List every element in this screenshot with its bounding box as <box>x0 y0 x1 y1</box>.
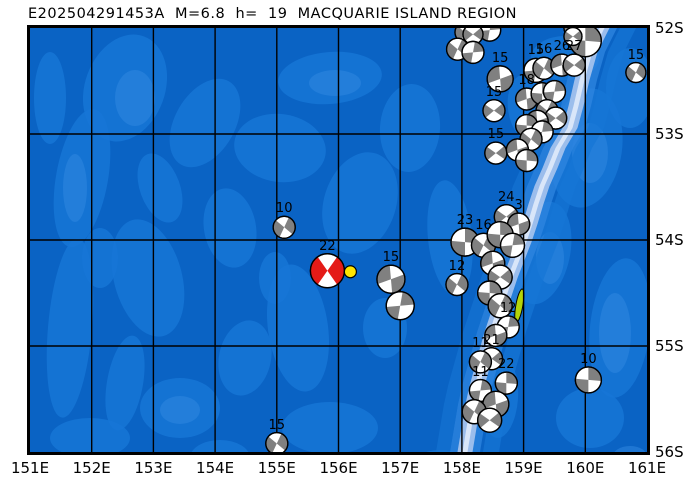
beachball-depth-label: 15 <box>627 47 645 63</box>
y-axis-tick-label: 54S <box>655 231 684 249</box>
focal-mechanism-beachball <box>625 61 647 84</box>
beachball-depth-label: 15 <box>491 50 509 66</box>
beachball-depth-label: 18 <box>518 73 535 89</box>
focal-mechanism-beachball <box>482 98 506 123</box>
epicenter-marker <box>343 265 357 279</box>
beachball-depth-label: 16 <box>535 42 553 58</box>
y-axis-tick-label: 56S <box>655 443 684 461</box>
x-axis-tick-label: 159E <box>504 459 543 477</box>
beachball-depth-label: 23 <box>456 213 474 229</box>
focal-mechanism-beachball <box>486 65 514 93</box>
beachball-depth-label: 15 <box>527 43 545 59</box>
x-axis-tick-label: 158E <box>442 459 481 477</box>
focal-mechanism-beachball <box>461 40 485 65</box>
focal-mechanism-beachball <box>462 28 484 46</box>
x-axis-tick-label: 161E <box>627 459 667 477</box>
focal-mechanism-beachball <box>487 293 513 319</box>
beachball-depth-label: 15 <box>382 250 400 266</box>
depth-label-layer: 1215351515151515162627151518151022152316… <box>30 28 647 452</box>
focal-mechanism-beachball <box>563 28 583 47</box>
beachball-depth-label: 15 <box>485 84 503 100</box>
focal-mechanism-beachball <box>506 212 531 236</box>
y-axis-tick-label: 53S <box>655 125 684 143</box>
beachball-depth-label: 16 <box>475 218 492 234</box>
focal-mechanism-beachball <box>499 232 526 259</box>
beachball-depth-label: 26 <box>553 39 571 55</box>
beachball-depth-label: 21 <box>483 332 500 348</box>
beachball-depth-label: 10 <box>275 201 293 217</box>
beachball-depth-label: 15 <box>487 127 505 143</box>
focal-mechanism-beachball <box>482 390 510 418</box>
focal-mechanism-beachball <box>468 350 493 374</box>
focal-mechanism-beachball <box>514 148 539 173</box>
page-title: E202504291453A M=6.8 h= 19 MACQUARIE ISL… <box>28 6 517 22</box>
beachball-depth-label: 22 <box>319 238 336 254</box>
x-axis-tick-label: 153E <box>134 459 173 477</box>
focal-mechanism-beachball <box>385 291 415 321</box>
focal-mechanism-beachball <box>484 323 508 348</box>
x-axis-tick-label: 156E <box>319 459 358 477</box>
beachball-depth-label: 24 <box>498 189 515 205</box>
y-axis-tick-label: 55S <box>655 337 684 355</box>
focal-mechanism-beachball <box>376 264 406 294</box>
y-axis-tick-label: 52S <box>655 19 684 37</box>
focal-mechanism-beachball <box>445 272 469 297</box>
beachball-depth-label: 11 <box>472 335 489 351</box>
focal-mechanism-beachball <box>484 141 508 165</box>
beachball-depth-label: 3 <box>514 198 523 214</box>
x-axis-tick-label: 154E <box>196 459 235 477</box>
beachball-depth-label: 12 <box>499 300 517 316</box>
map-frame: 1215351515151515162627151518151022152316… <box>27 25 650 455</box>
beachball-depth-label: 10 <box>580 351 597 367</box>
focal-mechanism-beachball <box>574 366 603 394</box>
focal-mechanism-beachball <box>272 215 296 239</box>
focal-mechanism-beachball <box>265 431 289 452</box>
x-axis-tick-label: 152E <box>72 459 111 477</box>
x-axis-tick-label: 155E <box>257 459 296 477</box>
focal-mechanism-beachball <box>562 53 586 77</box>
map-canvas: 1215351515151515162627151518151022152316… <box>30 28 647 452</box>
focal-mechanism-layer <box>30 28 647 452</box>
focal-mechanism-beachball <box>494 371 519 395</box>
main-event-beachball <box>309 253 357 289</box>
beachball-depth-label: 11 <box>472 364 489 380</box>
beachball-depth-label: 12 <box>448 258 466 274</box>
beachball-depth-label: 27 <box>565 39 583 55</box>
x-axis-tick-label: 160E <box>566 459 605 477</box>
x-axis-tick-label: 151E <box>10 459 50 477</box>
focal-mechanism-beachball <box>476 407 503 433</box>
x-axis-tick-label: 157E <box>381 459 420 477</box>
beachball-depth-label: 15 <box>268 417 286 433</box>
beachball-depth-label: 22 <box>498 357 515 373</box>
